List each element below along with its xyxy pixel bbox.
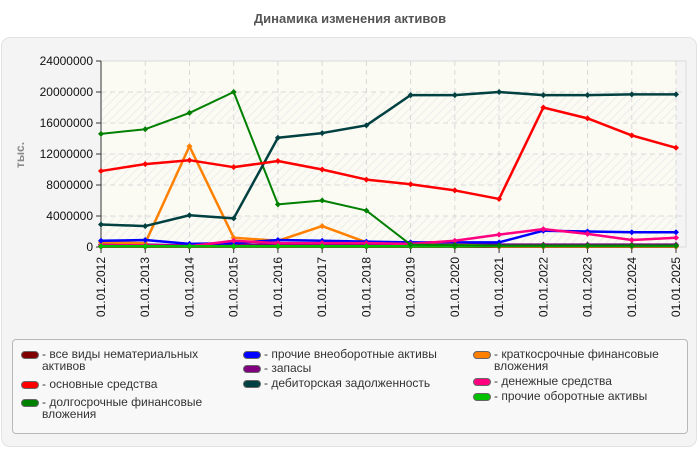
legend-column-3: - краткосрочные финансовые вложения - де…	[473, 348, 683, 405]
svg-text:01.01.2024: 01.01.2024	[625, 257, 639, 317]
series-line	[98, 89, 679, 249]
grid-lines	[101, 60, 686, 247]
legend-item[interactable]: - все виды нематериальных активов	[21, 348, 236, 372]
legend-label: - основные средства	[42, 377, 158, 391]
legend-label: - прочие оборотные активы	[494, 389, 648, 403]
svg-text:12000000: 12000000	[40, 147, 94, 161]
x-axis-ticks: 01.01.2012 01.01.2013 01.01.2014 01.01.2015…	[94, 247, 683, 317]
svg-text:01.01.2014: 01.01.2014	[182, 257, 196, 317]
legend-item[interactable]: - запасы	[243, 362, 473, 374]
chart-title: Динамика изменения активов	[253, 11, 447, 26]
series-line	[98, 89, 679, 230]
legend-swatch-icon	[243, 380, 261, 388]
legend-swatch-icon	[243, 365, 261, 373]
svg-text:01.01.2025: 01.01.2025	[669, 257, 683, 317]
legend-swatch-icon	[473, 351, 491, 359]
legend-item[interactable]: - денежные средства	[473, 375, 683, 387]
legend-swatch-icon	[243, 351, 261, 359]
legend: - все виды нематериальных активов - осно…	[12, 339, 688, 434]
legend-label: - запасы	[264, 361, 312, 375]
legend-item[interactable]: - основные средства	[21, 378, 236, 390]
legend-label: - денежные средства	[494, 374, 612, 388]
svg-text:01.01.2012: 01.01.2012	[94, 257, 108, 317]
legend-swatch-icon	[21, 381, 39, 389]
svg-text:20000000: 20000000	[40, 85, 94, 99]
legend-swatch-icon	[21, 399, 39, 407]
legend-label: - прочие внеоборотные активы	[264, 347, 437, 361]
legend-swatch-icon	[473, 378, 491, 386]
legend-item[interactable]: - прочие оборотные активы	[473, 390, 683, 402]
svg-text:24000000: 24000000	[40, 54, 94, 68]
plot-background	[100, 60, 687, 248]
legend-label: - все виды нематериальных активов	[42, 347, 199, 373]
y-axis-ticks: 0 4000000 8000000 12000000 16000000 20000000 2…	[40, 54, 101, 254]
svg-text:01.01.2020: 01.01.2020	[448, 257, 462, 317]
y-axis-label: тыс.	[13, 142, 27, 168]
legend-column-1: - все виды нематериальных активов - осно…	[21, 348, 236, 423]
svg-text:8000000: 8000000	[46, 178, 93, 192]
legend-label: - краткосрочные финансовые вложения	[494, 347, 659, 373]
legend-column-2: - прочие внеоборотные активы - запасы - …	[243, 348, 473, 392]
svg-text:01.01.2018: 01.01.2018	[359, 257, 373, 317]
legend-swatch-icon	[21, 351, 39, 359]
legend-item[interactable]: - долгосрочные финансовые вложения	[21, 396, 236, 420]
series-line	[98, 104, 679, 202]
svg-text:01.01.2021: 01.01.2021	[492, 257, 506, 317]
svg-text:01.01.2013: 01.01.2013	[138, 257, 152, 317]
legend-label: - дебиторская задолженность	[264, 376, 431, 390]
data-series	[98, 89, 679, 250]
svg-text:01.01.2017: 01.01.2017	[315, 257, 329, 317]
svg-text:01.01.2023: 01.01.2023	[581, 257, 595, 317]
legend-item[interactable]: - краткосрочные финансовые вложения	[473, 348, 683, 372]
svg-text:01.01.2022: 01.01.2022	[536, 257, 550, 317]
legend-item[interactable]: - прочие внеоборотные активы	[243, 348, 473, 360]
legend-label: - долгосрочные финансовые вложения	[42, 395, 203, 421]
legend-item[interactable]: - дебиторская задолженность	[243, 377, 473, 389]
svg-text:0: 0	[86, 240, 93, 254]
svg-text:16000000: 16000000	[40, 116, 94, 130]
svg-text:01.01.2016: 01.01.2016	[271, 257, 285, 317]
legend-swatch-icon	[473, 393, 491, 401]
svg-text:01.01.2019: 01.01.2019	[404, 257, 418, 317]
svg-text:01.01.2015: 01.01.2015	[227, 257, 241, 317]
svg-text:4000000: 4000000	[46, 209, 93, 223]
